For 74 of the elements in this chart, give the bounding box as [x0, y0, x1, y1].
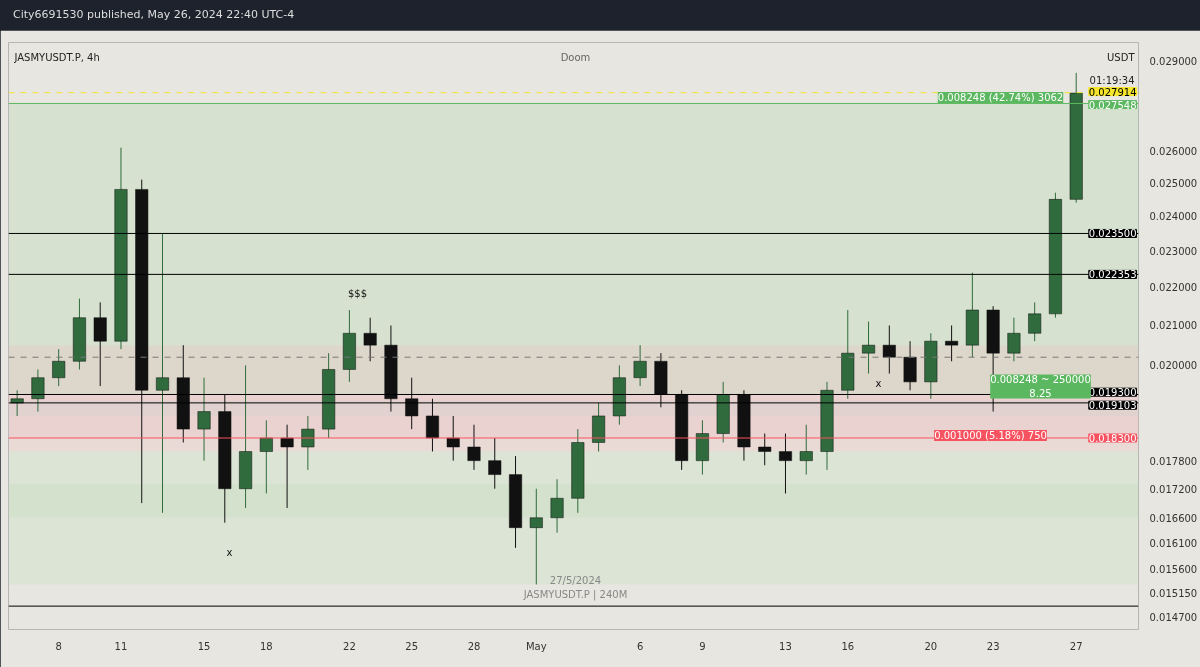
x-tick-label: 9 — [699, 640, 706, 652]
x-tick-label: 23 — [986, 640, 1000, 652]
candlestick — [52, 348, 66, 387]
candlestick — [467, 424, 481, 471]
candlestick — [301, 415, 315, 471]
candlestick — [550, 478, 564, 534]
y-tick-label: 0.024000 — [1149, 211, 1198, 223]
ref-line-label: 0.022353 — [1088, 269, 1137, 281]
y-tick-label: 0.021000 — [1149, 320, 1198, 332]
annotation: 0.008248 (42.74%) 3062 — [937, 92, 1064, 103]
ref-line-label: 0.027548 — [1088, 99, 1137, 111]
candlestick — [862, 321, 876, 375]
candlestick — [945, 324, 959, 362]
x-tick-label: 22 — [343, 640, 356, 652]
candlestick — [446, 415, 460, 462]
y-tick-label: 0.029000 — [1149, 56, 1198, 68]
candlestick — [425, 398, 439, 453]
x-tick-label: 25 — [405, 640, 419, 652]
candlestick — [280, 424, 294, 509]
y-tick-label: 0.014700 — [1149, 612, 1198, 624]
y-tick-label: 0.026000 — [1149, 145, 1198, 157]
annotation: 01:19:34 — [1089, 75, 1135, 86]
candlestick — [529, 488, 543, 585]
x-tick-label: 16 — [841, 640, 855, 652]
ref-line-label: 0.018300 — [1088, 433, 1137, 445]
candlestick — [633, 344, 647, 387]
candlestick — [197, 377, 211, 462]
y-tick-label: 0.025000 — [1149, 177, 1198, 189]
x-tick-label: 15 — [197, 640, 211, 652]
x-tick-label: 11 — [114, 640, 128, 652]
y-tick-label: 0.016100 — [1149, 537, 1198, 549]
candlestick — [758, 433, 772, 466]
y-tick-label: 0.015600 — [1149, 563, 1198, 575]
ref-line-label: 0.019103 — [1088, 400, 1137, 412]
x-tick-label: 28 — [467, 640, 481, 652]
x-tick-label: May — [525, 640, 547, 652]
y-tick-label: 0.022000 — [1149, 282, 1198, 294]
candlestick — [799, 424, 813, 476]
candlestick — [405, 377, 419, 430]
y-tick-label: 0.020000 — [1149, 360, 1198, 372]
x-tick-label: 27 — [1069, 640, 1083, 652]
candlestick — [31, 368, 45, 413]
candlestick — [363, 317, 377, 362]
x-tick-label: 18 — [259, 640, 273, 652]
candlestick — [882, 324, 896, 375]
annotation: x — [226, 547, 233, 558]
x-tick-label: 6 — [636, 640, 644, 652]
ref-line-label: 0.027914 — [1088, 86, 1137, 98]
candlestick — [1028, 301, 1042, 342]
y-tick-label: 0.017200 — [1149, 483, 1198, 495]
y-tick-label: 0.015150 — [1149, 587, 1198, 599]
y-tick-label: 0.016600 — [1149, 512, 1198, 524]
x-tick-label: 20 — [924, 640, 938, 652]
annotation: $$$ — [347, 288, 368, 299]
annotation: 0.008248 ~ 250000 8.25 — [990, 374, 1091, 399]
text: JASMYUSDT.P, 4h — [13, 52, 100, 63]
annotation: 27/5/2024 — [549, 575, 602, 586]
text: Doom — [560, 52, 591, 63]
annotation: JASMYUSDT.P | 240M — [522, 589, 628, 601]
x-tick-label: 13 — [779, 640, 792, 652]
annotation: x — [875, 378, 882, 389]
candlestick — [156, 232, 169, 514]
candlestick — [488, 437, 502, 490]
y-tick-label: 0.017800 — [1149, 455, 1198, 467]
candlestick — [779, 433, 792, 494]
y-tick-label: 0.023000 — [1149, 246, 1198, 258]
annotation: 0.001000 (5.18%) 750 — [934, 430, 1047, 441]
ref-line-label: 0.023500 — [1088, 228, 1137, 240]
x-tick-label: 8 — [55, 640, 62, 652]
candlestick — [1007, 317, 1021, 362]
annotation: USDT — [1107, 52, 1136, 63]
candlestick — [259, 419, 273, 494]
text: City6691530 published, May 26, 2024 22:40 UTC-4 — [13, 7, 295, 23]
candlestick — [93, 301, 107, 387]
